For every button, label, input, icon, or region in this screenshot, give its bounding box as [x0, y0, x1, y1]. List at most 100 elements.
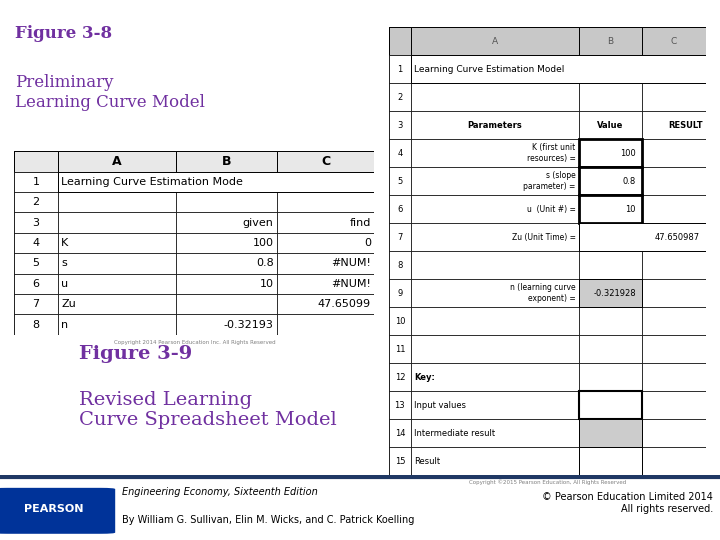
Bar	[642, 167, 706, 195]
Text: 100: 100	[253, 238, 274, 248]
Text: 10: 10	[626, 205, 636, 214]
Text: Preliminary
Learning Curve Model: Preliminary Learning Curve Model	[14, 74, 204, 111]
Text: u  (Unit #) =: u (Unit #) =	[527, 205, 576, 214]
Text: 14: 14	[395, 429, 405, 438]
Bar	[411, 279, 579, 307]
Text: B: B	[222, 155, 232, 168]
Text: n (learning curve
exponent) =: n (learning curve exponent) =	[510, 284, 576, 303]
Bar	[411, 419, 579, 447]
Bar	[411, 195, 579, 223]
Bar	[389, 223, 411, 251]
Bar	[642, 391, 706, 419]
Bar	[642, 251, 706, 279]
Bar	[411, 111, 579, 139]
Text: Learning Curve Estimation Model: Learning Curve Estimation Model	[414, 64, 564, 73]
Text: A: A	[112, 155, 122, 168]
Bar	[579, 223, 706, 251]
Text: #NUM!: #NUM!	[331, 259, 371, 268]
Bar	[642, 27, 706, 55]
Bar	[176, 253, 277, 274]
Bar	[176, 151, 277, 172]
Bar	[58, 233, 176, 253]
Bar	[277, 172, 374, 192]
Bar	[14, 212, 58, 233]
Bar	[642, 279, 706, 307]
Bar	[389, 55, 411, 83]
Text: 10: 10	[395, 316, 405, 326]
Bar	[14, 151, 58, 172]
Bar	[579, 139, 642, 167]
Bar	[579, 195, 642, 223]
Bar	[176, 212, 277, 233]
Bar	[389, 83, 411, 111]
Bar	[579, 55, 642, 83]
Bar	[389, 307, 411, 335]
Bar	[579, 167, 642, 195]
Bar	[579, 447, 642, 475]
Text: 4: 4	[397, 148, 402, 158]
Text: 10: 10	[606, 205, 616, 214]
Text: Copyright ©2015 Pearson Education, All Rights Reserved: Copyright ©2015 Pearson Education, All R…	[469, 480, 626, 485]
Bar	[411, 307, 579, 335]
Bar	[389, 447, 411, 475]
Bar	[642, 307, 706, 335]
Bar	[579, 167, 642, 195]
Bar	[642, 223, 706, 251]
Bar	[579, 391, 642, 419]
Bar	[277, 274, 374, 294]
Bar	[411, 83, 579, 111]
Bar	[277, 314, 374, 335]
Text: 3: 3	[397, 120, 402, 130]
Text: Intermediate result: Intermediate result	[414, 429, 495, 438]
Text: 3: 3	[32, 218, 40, 227]
Bar	[389, 335, 411, 363]
Bar	[58, 151, 176, 172]
Text: Learning Curve Estimation Mode: Learning Curve Estimation Mode	[61, 177, 243, 187]
Text: 8: 8	[32, 320, 40, 329]
Bar	[58, 314, 176, 335]
Bar	[176, 274, 277, 294]
Text: 4: 4	[32, 238, 40, 248]
Bar	[579, 279, 642, 307]
Text: 2: 2	[32, 197, 40, 207]
Bar	[277, 253, 374, 274]
Bar	[642, 335, 706, 363]
Bar	[14, 314, 58, 335]
Bar	[58, 192, 176, 212]
Text: -0.32193: -0.32193	[224, 320, 274, 329]
Bar	[642, 363, 706, 391]
Bar	[579, 139, 642, 167]
Bar	[579, 447, 642, 475]
Bar	[176, 172, 277, 192]
Text: Revised Learning
Curve Spreadsheet Model: Revised Learning Curve Spreadsheet Model	[79, 391, 337, 429]
Bar	[579, 27, 642, 55]
Bar	[579, 419, 642, 447]
Bar	[58, 274, 176, 294]
Bar	[389, 195, 411, 223]
Bar	[389, 279, 411, 307]
FancyBboxPatch shape	[0, 488, 115, 534]
Text: n: n	[61, 320, 68, 329]
Bar	[389, 391, 411, 419]
Text: s: s	[61, 259, 67, 268]
Bar	[277, 151, 374, 172]
Bar	[389, 251, 411, 279]
Bar	[176, 192, 277, 212]
Text: Key:: Key:	[414, 373, 435, 382]
Bar	[58, 253, 176, 274]
Text: 47.650987: 47.650987	[657, 233, 703, 241]
Bar	[411, 55, 706, 83]
Text: -0.321928: -0.321928	[589, 288, 632, 298]
Text: PEARSON: PEARSON	[24, 504, 84, 514]
Bar	[58, 172, 374, 192]
Bar	[411, 27, 579, 55]
Bar	[389, 139, 411, 167]
Bar	[58, 294, 176, 314]
Bar	[579, 391, 642, 419]
Bar	[176, 314, 277, 335]
Text: © Pearson Education Limited 2014
All rights reserved.: © Pearson Education Limited 2014 All rig…	[542, 492, 713, 514]
Text: Figure 3-9: Figure 3-9	[79, 345, 192, 363]
Text: C: C	[321, 155, 330, 168]
Text: 0.8: 0.8	[604, 177, 617, 186]
Text: s (slope
parameter) =: s (slope parameter) =	[523, 171, 576, 191]
